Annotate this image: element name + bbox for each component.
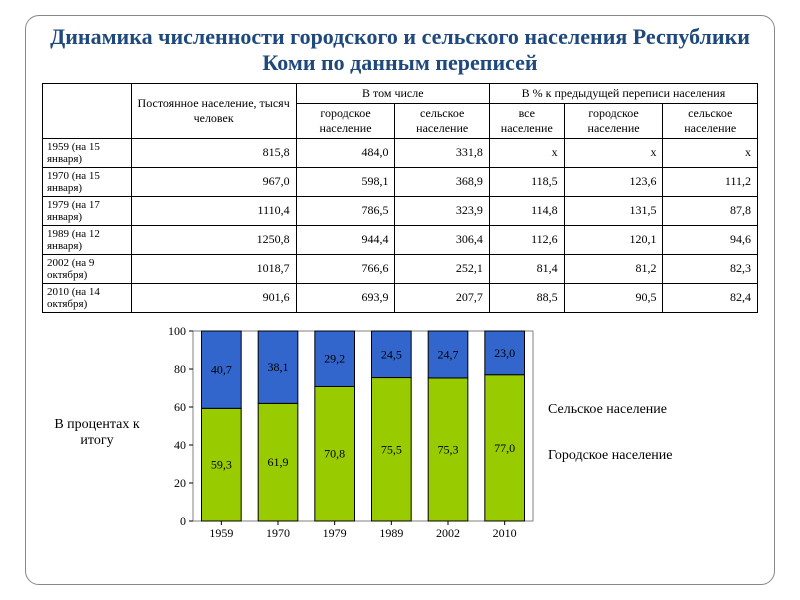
svg-text:29,2: 29,2 <box>324 352 345 366</box>
page-title: Динамика численности городского и сельск… <box>42 24 758 77</box>
svg-text:20: 20 <box>174 476 186 490</box>
col-rural2: сельское население <box>663 103 758 138</box>
col-permanent: Постоянное население, тысяч человек <box>131 83 296 138</box>
table-row: 1989 (на 12 января)1250,8944,4306,4112,6… <box>43 225 758 254</box>
svg-text:80: 80 <box>174 362 186 376</box>
legend-rural: Сельское население <box>548 402 672 418</box>
svg-text:2010: 2010 <box>493 526 517 540</box>
svg-text:77,0: 77,0 <box>494 441 515 455</box>
svg-text:40,7: 40,7 <box>211 362 232 376</box>
svg-text:70,8: 70,8 <box>324 447 345 461</box>
svg-text:24,5: 24,5 <box>381 347 402 361</box>
svg-text:100: 100 <box>168 324 186 338</box>
col-urban2: городское население <box>564 103 663 138</box>
svg-text:2002: 2002 <box>436 526 460 540</box>
svg-text:40: 40 <box>174 438 186 452</box>
svg-text:0: 0 <box>180 514 186 528</box>
svg-text:59,3: 59,3 <box>211 457 232 471</box>
table-row: 1959 (на 15 января)815,8484,0331,8xxx <box>43 138 758 167</box>
svg-text:75,5: 75,5 <box>381 442 402 456</box>
svg-text:61,9: 61,9 <box>268 455 289 469</box>
col-urban: городское население <box>296 103 395 138</box>
col-including: В том числе <box>296 83 489 103</box>
col-rural: сельское население <box>395 103 489 138</box>
table-row: 1970 (на 15 января)967,0598,1368,9118,51… <box>43 167 758 196</box>
table-row: 2010 (на 14 октября)901,6693,9207,788,59… <box>43 283 758 312</box>
svg-text:24,7: 24,7 <box>438 347 459 361</box>
table-row: 1979 (на 17 января)1110,4786,5323,9114,8… <box>43 196 758 225</box>
svg-text:1970: 1970 <box>266 526 290 540</box>
col-all: все население <box>489 103 564 138</box>
svg-text:38,1: 38,1 <box>268 360 289 374</box>
percent-chart: 0 20 40 60 80 100 59,3 40,7 1959 61,9 38,1 1970 70,8… <box>158 323 538 543</box>
svg-text:1959: 1959 <box>209 526 233 540</box>
population-table: Постоянное население, тысяч человек В то… <box>42 83 758 313</box>
svg-text:1979: 1979 <box>323 526 347 540</box>
table-row: 2002 (на 9 октября)1018,7766,6252,181,48… <box>43 254 758 283</box>
col-pct-prev: В % к предыдущей переписи населения <box>489 83 757 103</box>
svg-text:1989: 1989 <box>379 526 403 540</box>
chart-left-label: В процентах к итогу <box>42 417 158 449</box>
svg-text:23,0: 23,0 <box>494 346 515 360</box>
legend-urban: Городское население <box>548 448 672 464</box>
svg-text:75,3: 75,3 <box>438 442 459 456</box>
svg-text:60: 60 <box>174 400 186 414</box>
